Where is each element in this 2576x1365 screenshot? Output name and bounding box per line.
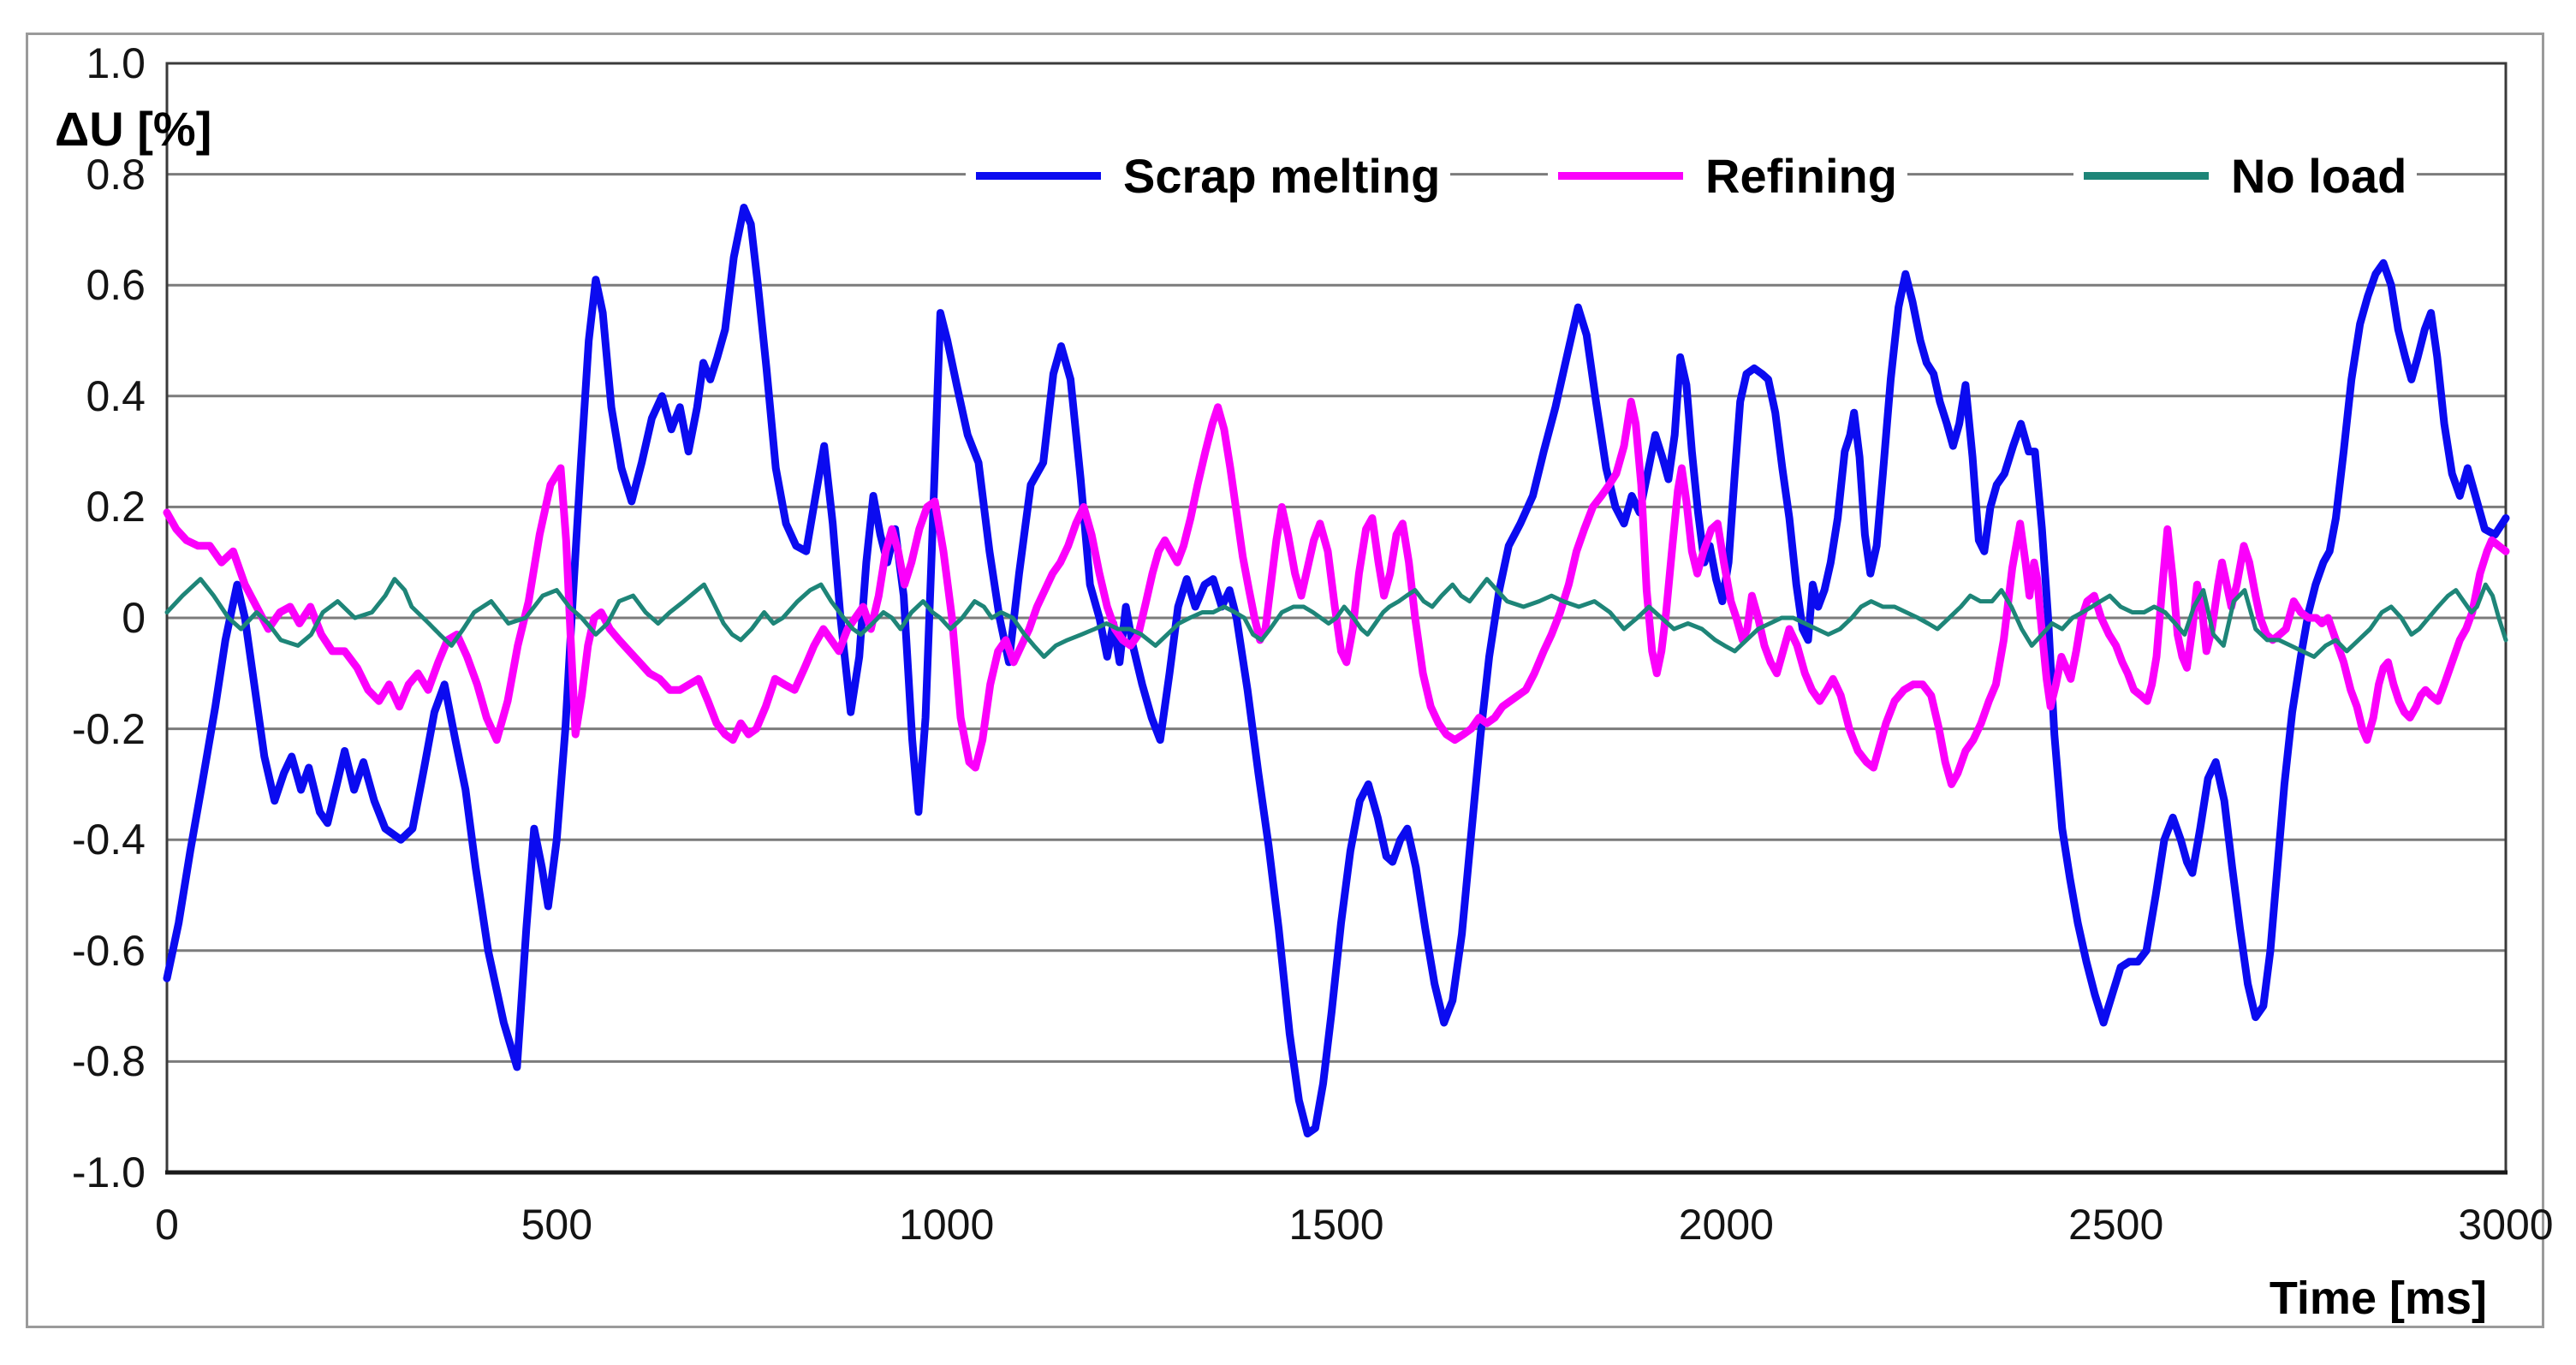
legend-label-no-load: No load bbox=[2231, 148, 2407, 203]
series-line-scrap-melting bbox=[163, 204, 2510, 1138]
y-tick-label: 0.2 bbox=[86, 483, 146, 531]
legend-item-scrap-melting: Scrap melting bbox=[966, 137, 1451, 214]
y-tick-label: 0.6 bbox=[86, 261, 146, 310]
y-tick-label: 1.0 bbox=[86, 39, 146, 87]
y-tick-label: -0.8 bbox=[71, 1037, 146, 1086]
x-tick-label: 3000 bbox=[2458, 1201, 2554, 1249]
series-line-refining bbox=[163, 397, 2510, 788]
y-tick-label: 0.4 bbox=[86, 371, 146, 420]
x-tick-label: 0 bbox=[155, 1201, 179, 1249]
y-tick-label: -0.4 bbox=[71, 816, 146, 864]
legend-swatch-scrap-melting-icon bbox=[976, 171, 1101, 180]
x-tick-label: 2500 bbox=[2068, 1201, 2164, 1249]
x-tick-label: 500 bbox=[521, 1201, 593, 1249]
legend-swatch-refining-icon bbox=[1558, 171, 1683, 180]
legend-item-refining: Refining bbox=[1548, 137, 1907, 214]
x-axis-title: Time [ms] bbox=[2269, 1273, 2487, 1324]
x-tick-label: 1000 bbox=[899, 1201, 995, 1249]
y-tick-label: 0 bbox=[122, 594, 146, 642]
y-tick-label: -1.0 bbox=[71, 1148, 146, 1196]
x-tick-label: 2000 bbox=[1678, 1201, 1774, 1249]
y-axis-title: ΔU [%] bbox=[55, 102, 212, 156]
legend-item-no-load: No load bbox=[2073, 137, 2418, 214]
y-tick-label: 0.8 bbox=[86, 150, 146, 199]
chart-outer-border bbox=[26, 33, 2544, 1328]
series-line-no-load bbox=[164, 577, 2508, 659]
x-tick-label: 1500 bbox=[1288, 1201, 1384, 1249]
legend-label-scrap-melting: Scrap melting bbox=[1123, 148, 1441, 203]
y-tick-label: -0.6 bbox=[71, 926, 146, 975]
legend-swatch-no-load-icon bbox=[2084, 171, 2209, 180]
legend-label-refining: Refining bbox=[1705, 148, 1897, 203]
y-tick-label: -0.2 bbox=[71, 704, 146, 753]
